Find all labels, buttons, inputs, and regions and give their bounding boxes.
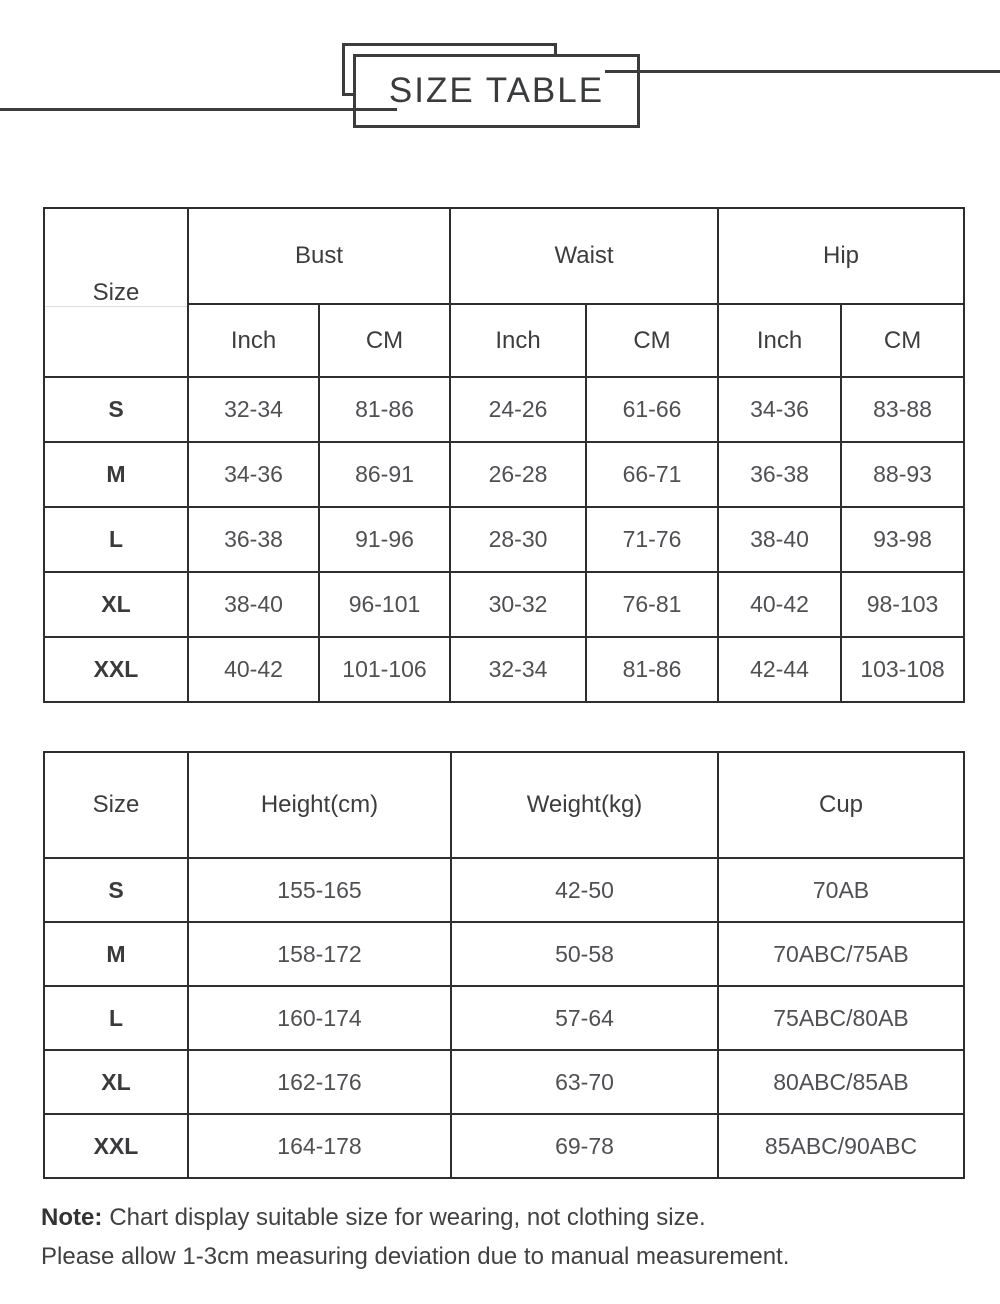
- table-row-m: M 34-36 86-91 26-28 66-71 36-38 88-93: [43, 441, 966, 508]
- bust-cm-cell: 101-106: [318, 636, 451, 703]
- waist-inch-cell: 24-26: [449, 376, 587, 443]
- weight-cell: 57-64: [450, 985, 719, 1051]
- size-column-header: Size: [43, 751, 189, 859]
- hip-inch-cell: 38-40: [717, 506, 843, 573]
- size-label-cell: XL: [43, 1049, 189, 1115]
- bust-inch-cell: 38-40: [187, 571, 320, 638]
- waist-inch-cell: 30-32: [449, 571, 587, 638]
- bust-cm-cell: 86-91: [318, 441, 451, 508]
- fit-row-xxl: XXL 164-178 69-78 85ABC/90ABC: [43, 1113, 965, 1179]
- cup-cell: 70ABC/75AB: [717, 921, 965, 987]
- size-label-cell: M: [43, 921, 189, 987]
- size-label-cell: S: [43, 857, 189, 923]
- bust-inch-cell: 40-42: [187, 636, 320, 703]
- hip-cm-header: CM: [840, 303, 966, 378]
- height-cell: 160-174: [187, 985, 452, 1051]
- waist-inch-cell: 32-34: [449, 636, 587, 703]
- size-label-cell: L: [43, 506, 189, 573]
- size-label-cell: S: [43, 376, 189, 443]
- height-cell: 158-172: [187, 921, 452, 987]
- hip-group-header: Hip: [717, 207, 966, 305]
- cup-cell: 75ABC/80AB: [717, 985, 965, 1051]
- size-label-cell: L: [43, 985, 189, 1051]
- bust-group-header: Bust: [187, 207, 451, 305]
- note-label: Note:: [41, 1204, 103, 1231]
- title-box: SIZE TABLE: [353, 54, 640, 128]
- weight-column-header: Weight(kg): [450, 751, 719, 859]
- cup-column-header: Cup: [717, 751, 965, 859]
- hip-inch-cell: 42-44: [717, 636, 843, 703]
- size-label-cell: M: [43, 441, 189, 508]
- bust-cm-cell: 96-101: [318, 571, 451, 638]
- fit-row-m: M 158-172 50-58 70ABC/75AB: [43, 921, 965, 987]
- waist-inch-header: Inch: [449, 303, 587, 378]
- hip-inch-cell: 34-36: [717, 376, 843, 443]
- right-rule-line: [605, 70, 1000, 73]
- note-section: Note: Chart display suitable size for wea…: [41, 1198, 971, 1276]
- fit-row-l: L 160-174 57-64 75ABC/80AB: [43, 985, 965, 1051]
- hip-cm-cell: 98-103: [840, 571, 966, 638]
- waist-cm-cell: 61-66: [584, 376, 720, 443]
- height-cell: 164-178: [187, 1113, 452, 1179]
- waist-inch-cell: 26-28: [449, 441, 587, 508]
- bust-inch-cell: 34-36: [187, 441, 320, 508]
- table-row-l: L 36-38 91-96 28-30 71-76 38-40 93-98: [43, 506, 966, 573]
- height-column-header: Height(cm): [187, 751, 452, 859]
- cup-cell: 70AB: [717, 857, 965, 923]
- fit-row-s: S 155-165 42-50 70AB: [43, 857, 965, 923]
- note-line-1: Note: Chart display suitable size for wea…: [41, 1198, 971, 1237]
- weight-cell: 50-58: [450, 921, 719, 987]
- note-text-2: Please allow 1-3cm measuring deviation d…: [41, 1243, 790, 1270]
- hip-cm-cell: 93-98: [840, 506, 966, 573]
- waist-inch-cell: 28-30: [449, 506, 587, 573]
- ghost-divider-line: [46, 306, 186, 307]
- note-line-2: Please allow 1-3cm measuring deviation d…: [41, 1237, 971, 1276]
- size-label-cell: XXL: [43, 1113, 189, 1179]
- waist-cm-cell: 66-71: [584, 441, 720, 508]
- waist-cm-cell: 71-76: [584, 506, 720, 573]
- waist-cm-cell: 81-86: [584, 636, 720, 703]
- cup-cell: 80ABC/85AB: [717, 1049, 965, 1115]
- hip-inch-cell: 40-42: [717, 571, 843, 638]
- table-row-xxl: XXL 40-42 101-106 32-34 81-86 42-44 103-…: [43, 636, 966, 703]
- hip-inch-cell: 36-38: [717, 441, 843, 508]
- table-row-xl: XL 38-40 96-101 30-32 76-81 40-42 98-103: [43, 571, 966, 638]
- size-measurement-table: Size Bust Waist Hip Inch CM Inch CM Inch…: [43, 207, 966, 703]
- waist-cm-cell: 76-81: [584, 571, 720, 638]
- page-title: SIZE TABLE: [388, 71, 605, 110]
- size-fit-table: Size Height(cm) Weight(kg) Cup S 155-165…: [43, 751, 965, 1179]
- weight-cell: 69-78: [450, 1113, 719, 1179]
- table-row-s: S 32-34 81-86 24-26 61-66 34-36 83-88: [43, 376, 966, 443]
- height-cell: 155-165: [187, 857, 452, 923]
- height-cell: 162-176: [187, 1049, 452, 1115]
- size-label-cell: XL: [43, 571, 189, 638]
- fit-header-row: Size Height(cm) Weight(kg) Cup: [43, 751, 965, 859]
- waist-group-header: Waist: [448, 207, 720, 305]
- weight-cell: 63-70: [450, 1049, 719, 1115]
- cup-cell: 85ABC/90ABC: [717, 1113, 965, 1179]
- bust-inch-header: Inch: [187, 303, 320, 378]
- waist-cm-header: CM: [584, 303, 720, 378]
- hip-inch-header: Inch: [717, 303, 843, 378]
- hip-cm-cell: 88-93: [840, 441, 966, 508]
- weight-cell: 42-50: [450, 857, 719, 923]
- bust-cm-cell: 81-86: [318, 376, 451, 443]
- bust-inch-cell: 36-38: [187, 506, 320, 573]
- note-text-1: Chart display suitable size for wearing,…: [109, 1204, 706, 1231]
- hip-cm-cell: 103-108: [840, 636, 966, 703]
- group-header-row: Size Bust Waist Hip: [43, 207, 966, 378]
- unit-header-row: Inch CM Inch CM Inch CM: [44, 303, 966, 378]
- fit-row-xl: XL 162-176 63-70 80ABC/85AB: [43, 1049, 965, 1115]
- size-label-cell: XXL: [43, 636, 189, 703]
- hip-cm-cell: 83-88: [840, 376, 966, 443]
- bust-cm-cell: 91-96: [318, 506, 451, 573]
- bust-inch-cell: 32-34: [187, 376, 320, 443]
- bust-cm-header: CM: [318, 303, 451, 378]
- size-column-header: Size: [43, 207, 189, 378]
- left-rule-line: [0, 108, 397, 111]
